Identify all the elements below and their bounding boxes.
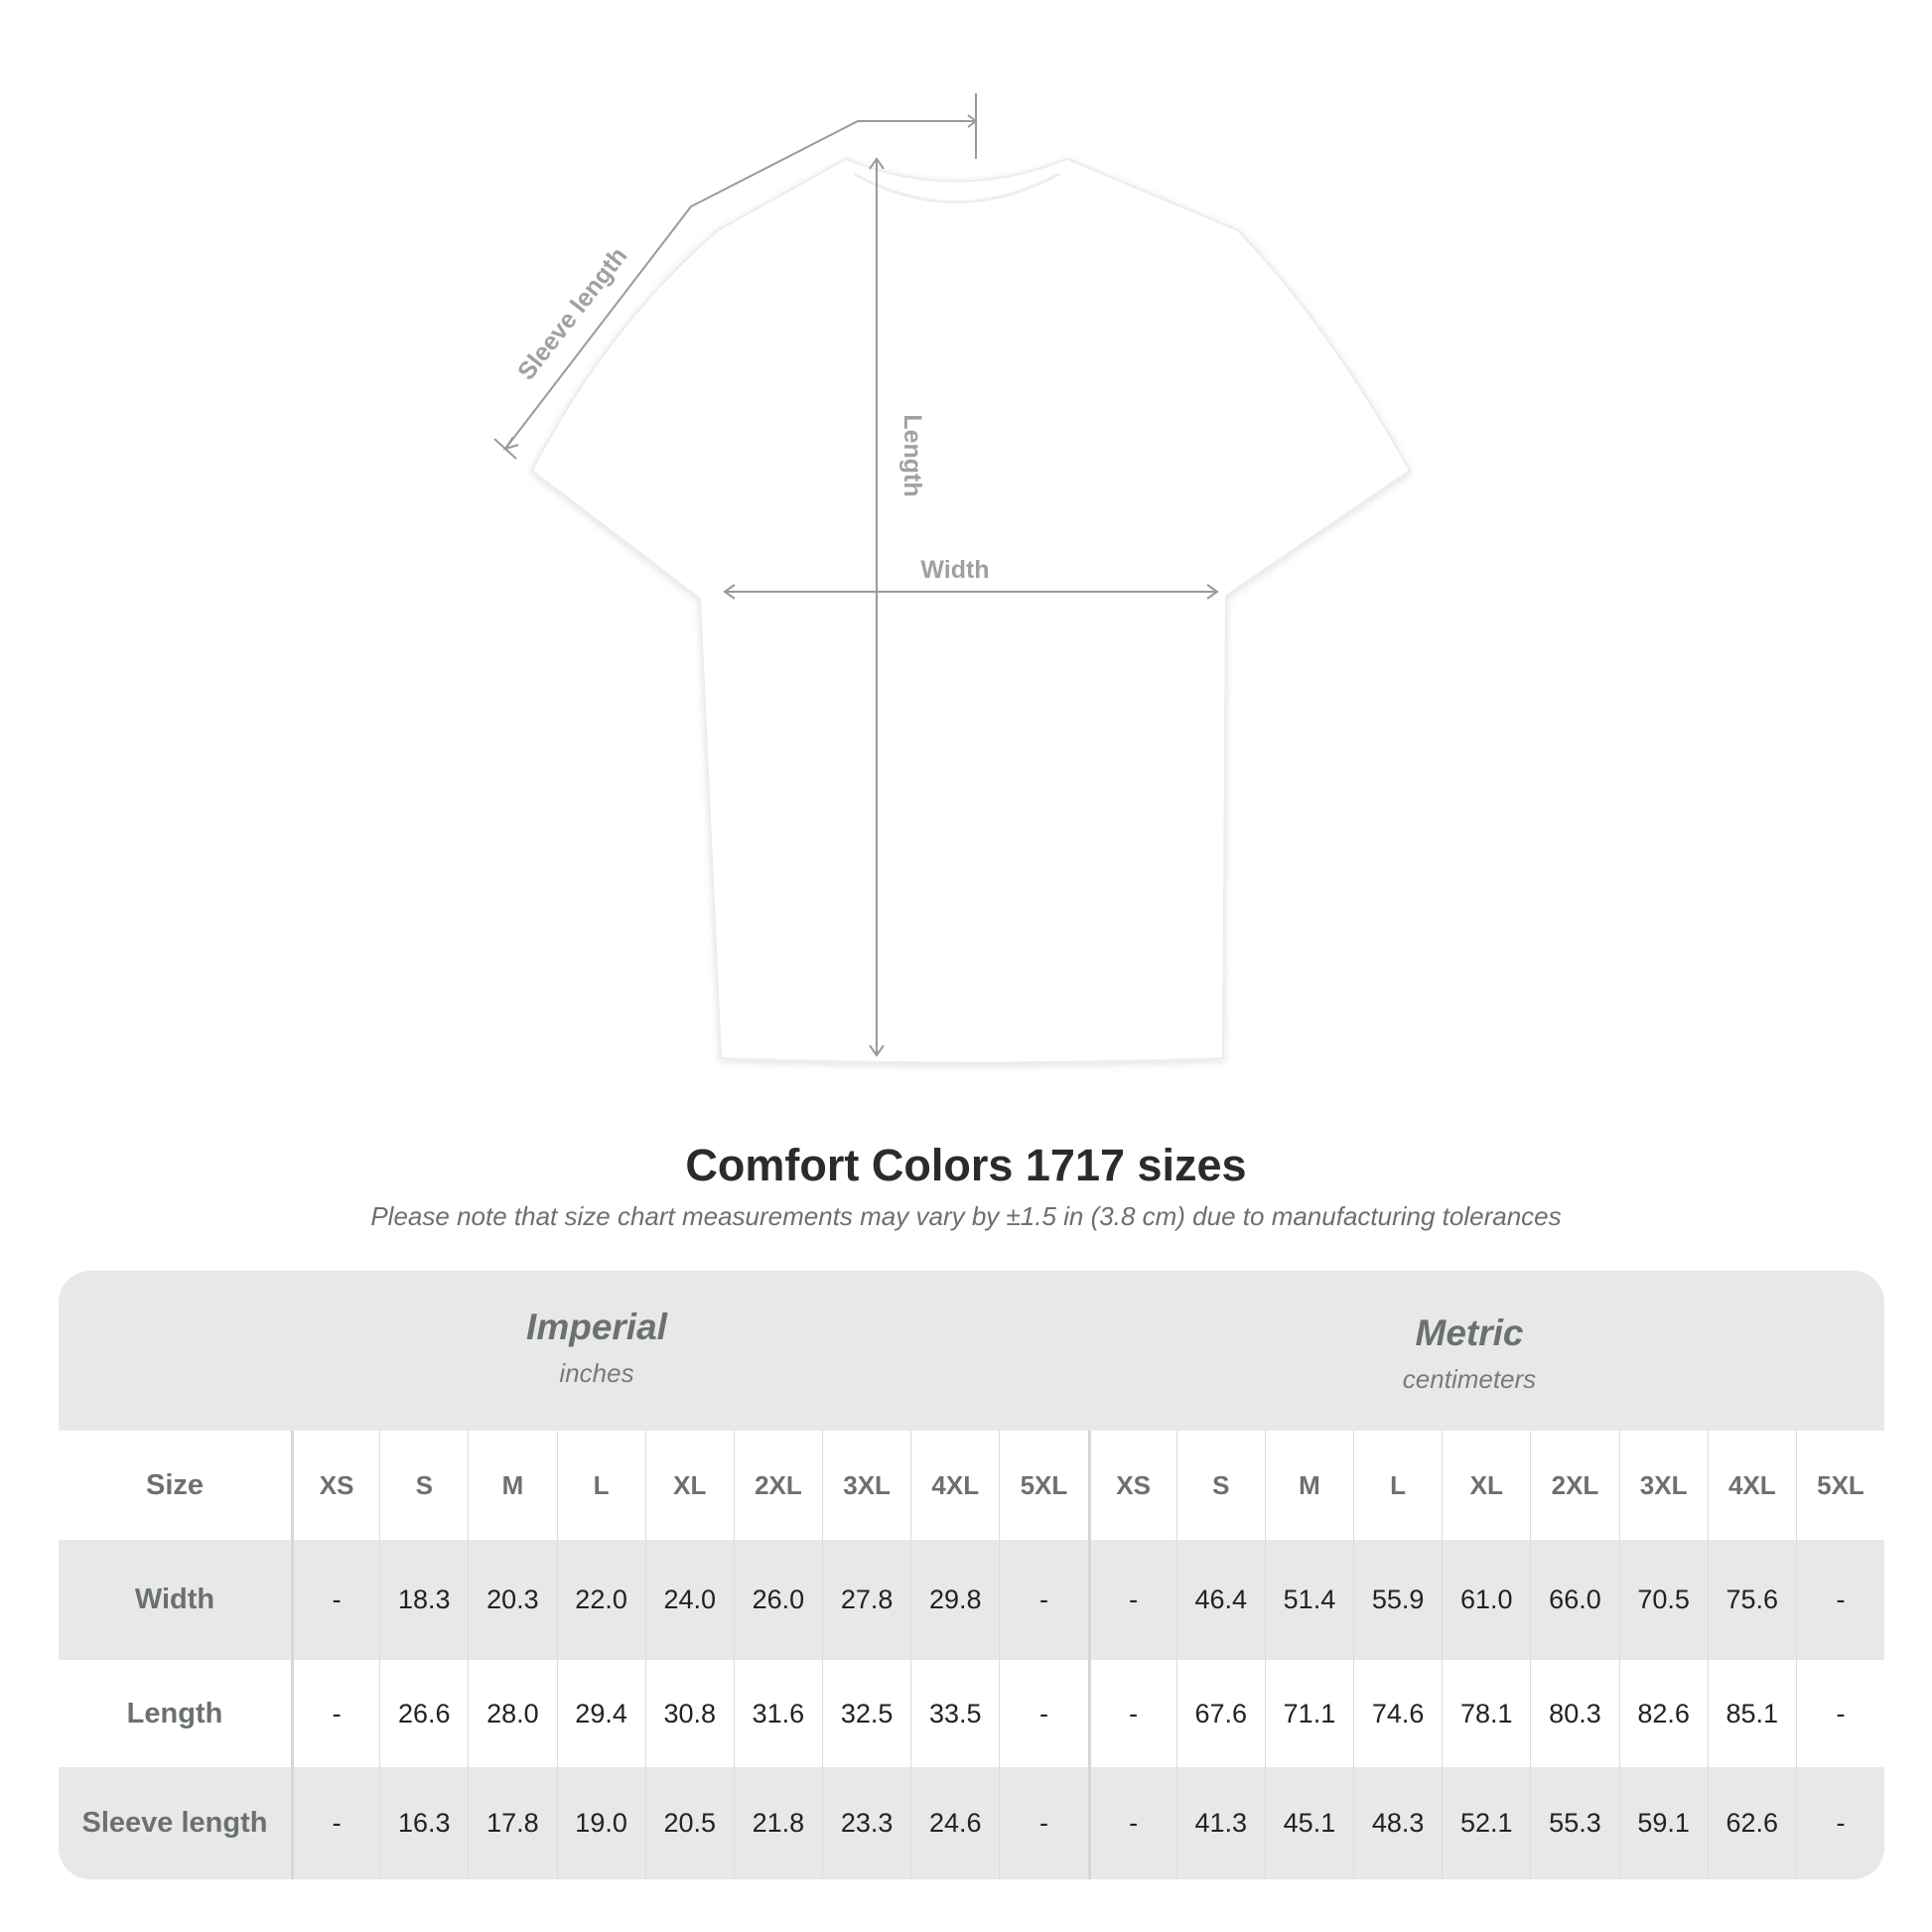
imperial-value-cell: - [291,1540,379,1660]
imperial-value-cell: 17.8 [468,1767,556,1879]
size-header-cell: 2XL [1530,1431,1618,1540]
table-row: Sleeve length -16.3 17.8 19.0 20.5 21.8 23.3 24… [59,1767,1884,1879]
size-header-cell: S [379,1431,468,1540]
table-row: Length -26.6 28.0 29.4 30.8 31.6 32.5 33.5- -67.… [59,1660,1884,1767]
imperial-value-cell: - [999,1767,1087,1879]
imperial-value-cell: 29.4 [556,1660,645,1767]
row-label: Sleeve length [81,1807,268,1839]
size-header-cell: M [468,1431,556,1540]
imperial-value-cell: 27.8 [822,1540,910,1660]
imperial-value-cell: 28.0 [468,1660,556,1767]
size-header-cell: L [556,1431,645,1540]
metric-value-cell: 70.5 [1618,1540,1708,1660]
metric-value-cell: 52.1 [1442,1767,1530,1879]
metric-value-cell: 48.3 [1353,1767,1442,1879]
table-row: Width -18.3 20.3 22.0 24.0 26.0 27.8 29.8- -46.4… [59,1540,1884,1660]
imperial-value-cell: 30.8 [644,1660,734,1767]
size-header-cell: 3XL [822,1431,910,1540]
imperial-value-cell: 29.8 [910,1540,999,1660]
imperial-value-cell: 19.0 [556,1767,645,1879]
size-header-label: Size [145,1468,205,1501]
metric-value-cell: 82.6 [1618,1660,1708,1767]
imperial-value-cell: - [999,1540,1087,1660]
metric-value-cell: - [1087,1660,1176,1767]
imperial-unit: inches [559,1358,634,1388]
metric-value-cell: 41.3 [1175,1767,1265,1879]
size-header-cell: XS [291,1431,379,1540]
metric-value-cell: - [1087,1540,1176,1660]
imperial-value-cell: - [999,1660,1087,1767]
imperial-value-cell: 26.0 [733,1540,822,1660]
size-header-cell: 4XL [1707,1431,1796,1540]
metric-value-cell: 78.1 [1442,1660,1530,1767]
metric-unit: centimeters [1402,1364,1537,1394]
row-label: Width [134,1584,215,1615]
metric-value-cell: 71.1 [1264,1660,1353,1767]
imperial-value-cell: 24.0 [644,1540,734,1660]
width-label: Width [920,556,989,584]
size-header-cell: 4XL [910,1431,999,1540]
metric-value-cell: 80.3 [1530,1660,1618,1767]
metric-value-cell: 85.1 [1707,1660,1796,1767]
size-header-row: Size XS S M L XL 2XL 3XL 4XL 5XL XS S M L XL 2XL 3XL 4XL 5… [59,1431,1884,1540]
metric-header: Metric centimeters [1172,1312,1767,1395]
metric-value-cell: - [1795,1660,1884,1767]
metric-value-cell: - [1795,1540,1884,1660]
metric-value-cell: 55.3 [1530,1767,1618,1879]
tolerance-note: Please note that size chart measurements… [370,1201,1562,1231]
imperial-value-cell: 20.3 [468,1540,556,1660]
metric-value-cell: 59.1 [1618,1767,1708,1879]
size-table: Imperial inches Metric centimeters Size X… [59,1271,1884,1879]
imperial-value-cell: 23.3 [822,1767,910,1879]
imperial-value-cell: 21.8 [733,1767,822,1879]
imperial-value-cell: 22.0 [556,1540,645,1660]
imperial-value-cell: 20.5 [644,1767,734,1879]
tshirt-measurement-diagram: Sleeve length Length Width [493,93,1412,1064]
metric-value-cell: 67.6 [1175,1660,1265,1767]
metric-value-cell: 75.6 [1707,1540,1796,1660]
row-label: Length [126,1697,223,1729]
sleeve-line [504,120,976,450]
imperial-value-cell: - [291,1767,379,1879]
size-header-cell: XL [644,1431,734,1540]
imperial-value-cell: 16.3 [379,1767,468,1879]
imperial-value-cell: - [291,1660,379,1767]
tshirt-image [530,157,1412,1064]
metric-value-cell: 51.4 [1264,1540,1353,1660]
metric-value-cell: 61.0 [1442,1540,1530,1660]
imperial-value-cell: 18.3 [379,1540,468,1660]
metric-value-cell: 74.6 [1353,1660,1442,1767]
imperial-value-cell: 33.5 [910,1660,999,1767]
table-header-band [59,1271,1884,1431]
imperial-value-cell: 31.6 [733,1660,822,1767]
metric-title: Metric [1415,1312,1524,1353]
size-header-cell: 2XL [733,1431,822,1540]
metric-value-cell: 46.4 [1175,1540,1265,1660]
size-header-cell: L [1353,1431,1442,1540]
size-header-cell: M [1264,1431,1353,1540]
metric-value-cell: - [1795,1767,1884,1879]
size-header-cell: 5XL [1795,1431,1884,1540]
measure-lines [493,93,1219,1057]
metric-value-cell: 45.1 [1264,1767,1353,1879]
imperial-value-cell: 26.6 [379,1660,468,1767]
metric-value-cell: 62.6 [1707,1767,1796,1879]
size-header-cell: XS [1087,1431,1176,1540]
size-header-cell: 3XL [1618,1431,1708,1540]
imperial-value-cell: 32.5 [822,1660,910,1767]
imperial-title: Imperial [526,1307,667,1347]
metric-value-cell: 66.0 [1530,1540,1618,1660]
imperial-value-cell: 24.6 [910,1767,999,1879]
metric-value-cell: - [1087,1767,1176,1879]
size-header-cell: S [1175,1431,1265,1540]
metric-value-cell: 55.9 [1353,1540,1442,1660]
imperial-header: Imperial inches [299,1307,895,1389]
length-label: Length [898,414,926,496]
size-header-cell: XL [1442,1431,1530,1540]
chart-title: Comfort Colors 1717 sizes [685,1140,1247,1190]
size-header-cell: 5XL [999,1431,1087,1540]
collar [853,172,1060,204]
